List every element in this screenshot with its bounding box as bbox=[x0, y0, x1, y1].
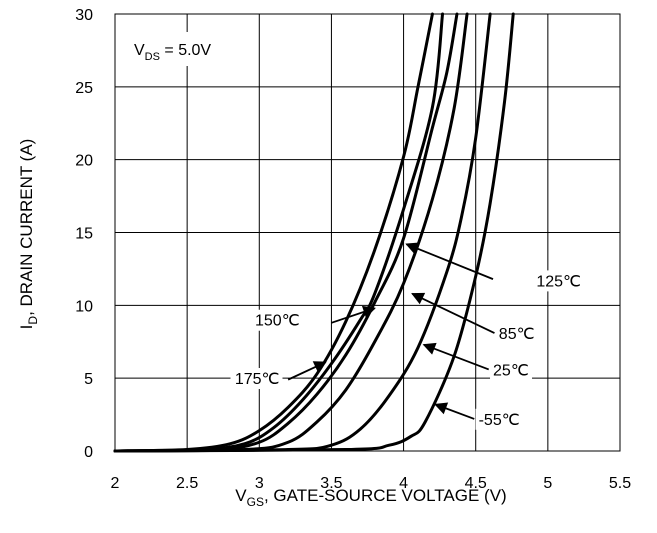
grid bbox=[114, 13, 621, 452]
condition-text: VDS = 5.0V bbox=[134, 42, 211, 63]
x-tick-label: 4 bbox=[399, 475, 408, 492]
y-tick-label: 15 bbox=[75, 226, 93, 243]
annotation-background bbox=[230, 367, 283, 389]
annotation-label: 150℃ bbox=[255, 313, 300, 330]
y-tick-label: 10 bbox=[75, 298, 93, 315]
curve-150c bbox=[113, 12, 445, 453]
x-tick-label: 2.5 bbox=[176, 475, 198, 492]
x-tick-label: 3 bbox=[255, 475, 264, 492]
y-tick-label: 0 bbox=[84, 444, 93, 461]
annotation-background bbox=[533, 270, 586, 292]
condition-label-background bbox=[129, 32, 249, 66]
condition-label: VDS = 5.0V bbox=[129, 32, 249, 66]
annotation-background bbox=[490, 359, 533, 381]
x-tick-label: 5 bbox=[543, 475, 552, 492]
annotation-label: 125℃ bbox=[536, 273, 581, 290]
annotation-background bbox=[495, 322, 538, 344]
curve--55c bbox=[113, 12, 515, 453]
annotation-background bbox=[250, 309, 303, 331]
annotation-arrow bbox=[411, 292, 495, 334]
x-tick-label: 2 bbox=[111, 475, 120, 492]
x-tick-label: 4.5 bbox=[465, 475, 487, 492]
annotations: 125℃ 150℃ 85℃ 175℃ 25℃ -55℃ bbox=[230, 242, 586, 430]
annotation-arrow bbox=[422, 342, 490, 371]
y-tick-label: 5 bbox=[84, 371, 93, 388]
annotation-label: 25℃ bbox=[493, 362, 529, 379]
y-tick-label: 20 bbox=[75, 153, 93, 170]
annotation-label: 85℃ bbox=[499, 326, 535, 343]
annotation-background bbox=[475, 408, 528, 430]
x-tick-label: 3.5 bbox=[320, 475, 342, 492]
x-tick-label: 5.5 bbox=[609, 475, 631, 492]
annotation-arrow bbox=[287, 361, 327, 381]
y-axis-title: ID, DRAIN CURRENT (A) bbox=[17, 139, 40, 330]
curve-125c bbox=[113, 12, 459, 453]
y-tick-label: 25 bbox=[75, 80, 93, 97]
tick-labels: 2 2.5 3 3.5 4 4.5 5 5.5 0 5 10 15 20 25 30 bbox=[75, 7, 631, 492]
annotation-arrow bbox=[434, 402, 475, 420]
annotation-label: -55℃ bbox=[479, 412, 520, 429]
annotation-arrow bbox=[405, 242, 494, 280]
annotation-label: 175℃ bbox=[235, 371, 280, 388]
annotation-arrow bbox=[331, 305, 376, 324]
y-tick-label: 30 bbox=[75, 7, 93, 24]
x-axis-title: VGS, GATE-SOURCE VOLTAGE (V) bbox=[235, 486, 506, 509]
